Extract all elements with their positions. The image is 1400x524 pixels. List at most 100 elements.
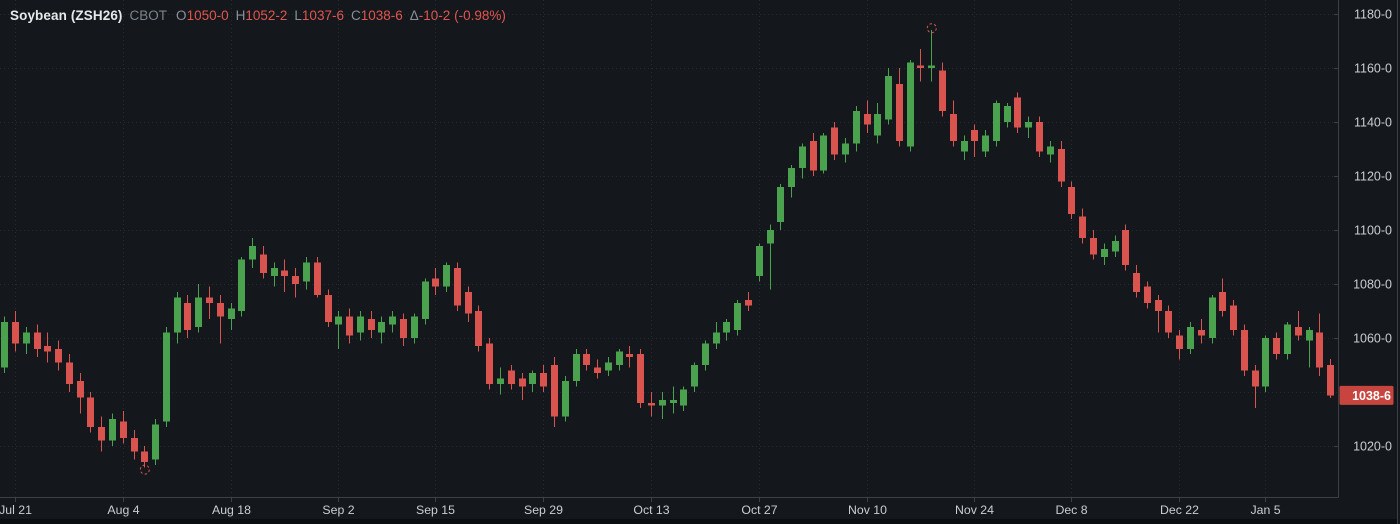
time-axis[interactable]: Jul 21 Aug 4 Aug 18 Sep 2 Sep 15 Sep 29 Oct 13…: [0, 497, 1281, 518]
candle: [691, 362, 698, 392]
candle: [594, 359, 601, 379]
candle: [281, 259, 288, 293]
candle-body: [810, 140, 817, 171]
candle: [1306, 327, 1313, 368]
candle-body: [971, 130, 978, 141]
open-readout: O 1050-0: [176, 7, 229, 24]
candle: [206, 286, 213, 320]
candle: [1025, 116, 1032, 139]
candle-body: [1025, 122, 1032, 128]
price-axis-label: 1060-0: [1353, 331, 1392, 345]
time-axis-label: Jan 5: [1250, 503, 1280, 517]
candle: [626, 346, 633, 368]
candle: [874, 103, 881, 144]
candle: [939, 62, 946, 117]
candle-body: [842, 143, 849, 155]
candle: [475, 305, 482, 352]
candle-body: [432, 278, 439, 287]
candle: [389, 311, 396, 333]
candle: [540, 365, 547, 392]
candle-body: [378, 321, 385, 333]
candle-body: [1058, 149, 1065, 182]
candle-body: [767, 230, 774, 244]
candle-body: [131, 437, 138, 452]
candle-body: [1198, 329, 1205, 336]
candle: [1112, 235, 1119, 257]
candle-body: [109, 419, 116, 441]
candle: [1284, 321, 1291, 360]
candle: [1230, 300, 1237, 336]
high-label: H: [235, 8, 246, 23]
candle: [982, 130, 989, 158]
candle-body: [368, 319, 375, 330]
candle: [34, 324, 41, 357]
candle: [896, 68, 903, 147]
candle: [400, 313, 407, 347]
candle: [1209, 294, 1216, 344]
candle-body: [993, 103, 1000, 141]
candle-body: [389, 316, 396, 325]
candle-body: [66, 362, 73, 384]
candle: [745, 292, 752, 311]
candle: [217, 294, 224, 344]
candle-body: [788, 167, 795, 187]
candle: [1155, 294, 1162, 333]
candle-body: [723, 321, 730, 333]
candle-body: [163, 332, 170, 422]
candle: [260, 246, 267, 279]
time-axis-label: Aug 18: [212, 503, 251, 517]
price-axis-label: 1020-0: [1353, 439, 1392, 453]
candle-body: [228, 308, 235, 320]
candle: [486, 338, 493, 390]
time-axis-label: Dec 22: [1160, 503, 1199, 517]
candle-body: [1165, 311, 1172, 333]
extreme-markers-layer: [139, 23, 937, 475]
candle: [87, 392, 94, 433]
time-axis-label: Sep 15: [416, 503, 455, 517]
candle: [249, 238, 256, 268]
candle-body: [756, 246, 763, 276]
price-axis-label: 1080-0: [1353, 277, 1392, 291]
candle-body: [1262, 338, 1269, 387]
candle: [562, 375, 569, 422]
candle-body: [864, 113, 871, 125]
candle: [497, 367, 504, 395]
price-axis-label: 1100-0: [1354, 223, 1392, 237]
candle: [1122, 224, 1129, 271]
candle-body: [23, 332, 30, 344]
candle: [723, 319, 730, 341]
candle-body: [1047, 146, 1054, 155]
price-axis[interactable]: 1180-0 1160-0 1140-0 1120-0 1100-0 1080-0 1060…: [1334, 7, 1392, 453]
candle: [1058, 140, 1065, 187]
price-axis-label: 1140-0: [1354, 115, 1392, 129]
low-label: L: [294, 8, 302, 23]
candle: [767, 224, 774, 290]
time-axis-label: Jul 21: [0, 503, 32, 517]
candle: [443, 262, 450, 293]
candle: [109, 413, 116, 446]
candle-body: [195, 297, 202, 328]
candle: [98, 416, 105, 452]
lowest-low-marker-icon: [139, 464, 150, 475]
candle: [1327, 358, 1334, 399]
candle-body: [594, 367, 601, 374]
candle: [573, 348, 580, 387]
candle-body: [691, 365, 698, 387]
candle: [670, 386, 677, 414]
last-price-badge-bg: [1339, 385, 1394, 405]
candle: [1, 316, 8, 374]
time-axis-label: Nov 10: [848, 503, 887, 517]
candle-body: [206, 297, 213, 303]
candle: [842, 138, 849, 163]
candle: [583, 348, 590, 371]
candle: [788, 165, 795, 198]
candle: [1090, 230, 1097, 260]
time-axis-label: Aug 4: [107, 503, 139, 517]
price-axis-label: 1180-0: [1354, 7, 1392, 21]
highest-high-marker-icon: [926, 23, 937, 34]
candle: [1219, 278, 1226, 317]
candle-body: [325, 294, 332, 322]
candle: [1316, 313, 1323, 376]
